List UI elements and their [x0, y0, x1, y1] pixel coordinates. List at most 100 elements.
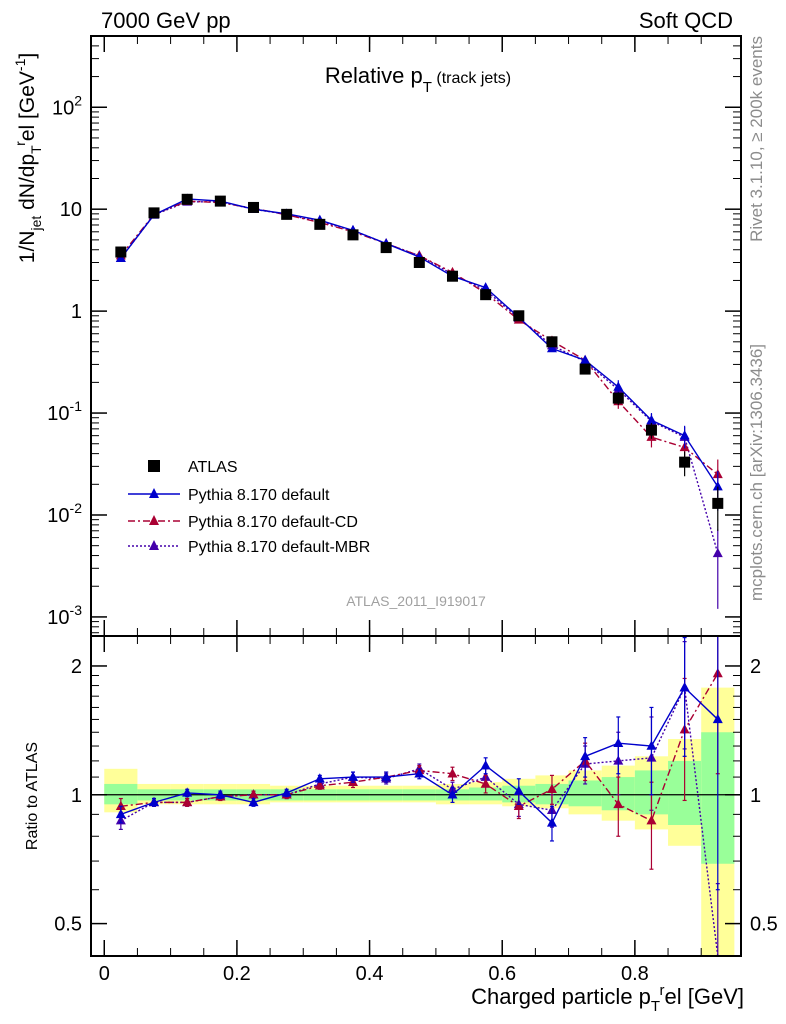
data-point-mc: [115, 808, 126, 819]
data-point-mc: [646, 740, 657, 750]
legend-marker-triangle: [149, 515, 159, 525]
ratio-series-pythia-8-170-default: [115, 635, 723, 891]
x-tick-label: 0.2: [223, 963, 251, 985]
data-point-mc: [712, 481, 723, 491]
data-point-mc: [182, 787, 193, 797]
data-point-mc: [712, 547, 723, 558]
watermark: ATLAS_2011_I919017: [346, 593, 486, 609]
data-point-mc: [314, 773, 325, 783]
data-point-atlas: [480, 289, 492, 301]
data-point-mc: [679, 682, 690, 692]
ratio-ylabel: Ratio to ATLAS: [24, 742, 41, 850]
legend-item: Pythia 8.170 default: [128, 487, 330, 504]
main-ylabel: 1/Njet dN/dpTrel [GeV-1]: [12, 53, 44, 263]
data-point-atlas: [579, 363, 591, 375]
uncertainty-band-green: [469, 787, 503, 801]
header-left: 7000 GeV pp: [101, 8, 231, 33]
data-point-atlas: [148, 207, 160, 219]
data-point-mc: [546, 817, 557, 827]
y-tick-label: 10-1: [47, 398, 82, 425]
data-point-mc: [712, 713, 723, 724]
legend-label: Pythia 8.170 default-CD: [188, 514, 358, 531]
data-point-mc: [613, 798, 624, 809]
chart-title-suffix: (track jets): [432, 70, 511, 87]
ratio-y-tick-label-right: 2: [750, 656, 761, 678]
data-point-mc: [314, 780, 325, 790]
series-line: [120, 198, 719, 487]
data-point-mc: [248, 789, 259, 799]
y-tick-label: 10-3: [47, 602, 82, 629]
data-point-atlas: [181, 193, 193, 205]
chart-title-main: Relative p: [325, 63, 423, 88]
y-tick-label: 10: [60, 199, 82, 221]
x-tick-label: 0: [99, 963, 110, 985]
data-point-mc: [447, 789, 458, 799]
legend: ATLAS Pythia 8.170 default Pythia 8.170 de…: [128, 459, 370, 556]
header-right: Soft QCD: [639, 8, 733, 33]
data-point-atlas: [446, 270, 458, 282]
ratio-series-pythia-8-170-default-cd: [115, 635, 723, 870]
data-point-mc: [347, 771, 358, 781]
data-point-atlas: [347, 229, 359, 241]
series-atlas: [115, 193, 724, 531]
y-tick-label: 1: [71, 301, 82, 323]
data-point-atlas: [679, 456, 691, 468]
data-point-mc: [646, 815, 657, 825]
ratio-panel: 0.5 0.5 1 1 2 2 0 0.2 0.4 0.6 0.8 Ratio to ATLAS C…: [24, 635, 778, 1015]
x-tick-label: 0.6: [488, 963, 516, 985]
legend-marker-triangle: [149, 488, 159, 498]
ratio-y-tick-label: 0.5: [54, 914, 82, 936]
uncertainty-band-green: [568, 780, 602, 807]
data-point-mc: [381, 771, 392, 781]
data-point-mc: [414, 768, 425, 778]
legend-label: Pythia 8.170 default: [188, 487, 330, 504]
data-point-mc: [580, 750, 591, 761]
legend-item: Pythia 8.170 default-CD: [128, 514, 358, 531]
data-point-atlas: [645, 424, 657, 436]
legend-marker-triangle: [149, 540, 159, 550]
ratio-y-tick-label-right: 1: [750, 785, 761, 807]
data-point-mc: [480, 778, 491, 788]
ratio-xlabel: Charged particle pTrel [GeV]: [471, 982, 744, 1015]
data-point-mc: [513, 800, 524, 811]
legend-item: ATLAS: [148, 459, 238, 476]
chart-title-sub: T: [423, 79, 432, 96]
chart-title: Relative pT (track jets): [325, 63, 511, 96]
data-point-mc: [480, 760, 491, 770]
data-point-mc: [480, 282, 491, 292]
series-pythia-8-170-default-cd: [115, 195, 723, 498]
y-tick-label: 102: [52, 92, 82, 119]
data-point-atlas: [314, 218, 326, 230]
series-line: [120, 200, 719, 475]
ratio-frame: [90, 635, 742, 957]
data-point-atlas: [513, 310, 525, 322]
legend-label: Pythia 8.170 default-MBR: [188, 539, 370, 556]
data-point-atlas: [612, 392, 624, 404]
data-point-mc: [215, 789, 226, 799]
data-point-mc: [546, 783, 557, 794]
legend-label: ATLAS: [188, 459, 238, 476]
data-point-atlas: [214, 195, 226, 207]
data-point-mc: [248, 796, 259, 807]
data-point-atlas: [413, 256, 425, 268]
ratio-series-line: [120, 685, 719, 957]
data-point-mc: [513, 785, 524, 795]
data-point-atlas: [248, 201, 259, 213]
data-point-mc: [646, 414, 657, 425]
data-point-mc: [281, 787, 292, 797]
data-point-mc: [546, 342, 557, 353]
uncertainty-band-green: [104, 783, 138, 805]
data-point-mc: [182, 796, 193, 807]
ratio-y-tick-label: 2: [71, 656, 82, 678]
data-point-atlas: [712, 497, 724, 509]
data-point-mc: [679, 430, 690, 440]
ratio-y-tick-label: 1: [71, 785, 82, 807]
y-tick-label: 10-2: [47, 500, 82, 527]
data-point-mc: [613, 737, 624, 747]
data-point-atlas: [546, 336, 558, 348]
ratio-y-tick-label-right: 0.5: [750, 914, 778, 936]
rivet-label: Rivet 3.1.10, ≥ 200k events: [747, 36, 766, 242]
data-point-atlas: [115, 246, 127, 258]
data-point-atlas: [380, 242, 392, 254]
